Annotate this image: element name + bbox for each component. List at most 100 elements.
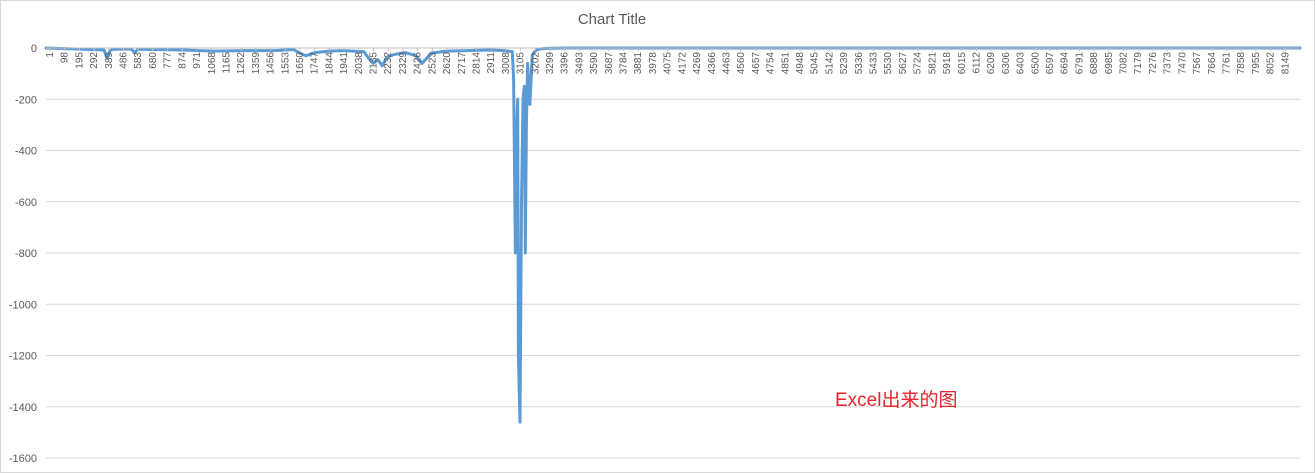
x-tick-label: 5336	[854, 52, 865, 75]
x-tick-label: 8052	[1266, 52, 1277, 75]
x-tick-label: 7373	[1163, 52, 1174, 75]
x-tick-label: 4269	[692, 52, 703, 75]
y-axis: 0 -200 -400 -600 -800 -1000 -1200 -1400 -1600	[9, 43, 37, 465]
x-tick-label: 5142	[824, 52, 835, 75]
x-tick-label: 3105	[516, 52, 527, 75]
x-tick-label: 2135	[369, 52, 380, 75]
x-tick-label: 7082	[1119, 52, 1130, 75]
x-tick-label: 1747	[310, 52, 321, 75]
x-tick-label: 874	[177, 52, 188, 69]
x-tick-label: 195	[74, 52, 85, 69]
x-tick-label: 971	[192, 52, 203, 69]
x-tick-label: 98	[60, 52, 71, 64]
x-tick-label: 1844	[324, 52, 335, 75]
x-tick-label: 1650	[295, 52, 306, 75]
x-tick-label: 4948	[795, 52, 806, 75]
x-tick-label: 7955	[1251, 52, 1262, 75]
x-tick-label: 2329	[398, 52, 409, 75]
x-tick-label: 6694	[1060, 52, 1071, 75]
x-tick-label: 5045	[810, 52, 821, 75]
x-tick-label: 4172	[677, 52, 688, 75]
x-tick-label: 1941	[339, 52, 350, 75]
x-tick-label: 1553	[280, 52, 291, 75]
series-line-0	[44, 46, 1302, 424]
x-tick-label: 6791	[1074, 52, 1085, 75]
x-tick-label: 5821	[927, 52, 938, 75]
x-tick-label: 2814	[471, 52, 482, 75]
x-tick-label: 5918	[942, 52, 953, 75]
x-tick-label: 777	[163, 52, 174, 69]
x-tick-label: 3881	[633, 52, 644, 75]
x-tick-label: 4657	[751, 52, 762, 75]
x-tick-label: 4851	[780, 52, 791, 75]
x-axis: 1 98 195 292 389 486 583 680 777 874 971 1068 1165 12…	[45, 47, 1300, 75]
y-tick-label: -800	[15, 248, 37, 260]
x-tick-label: 4075	[663, 52, 674, 75]
x-tick-label: 292	[89, 52, 100, 69]
x-tick-label: 1	[45, 52, 56, 58]
x-tick-label: 1359	[251, 52, 262, 75]
x-tick-label: 2523	[427, 52, 438, 75]
chart-title: Chart Title	[578, 11, 646, 28]
x-tick-label: 7664	[1207, 52, 1218, 75]
x-tick-label: 5627	[898, 52, 909, 75]
x-tick-label: 583	[133, 52, 144, 69]
x-tick-label: 1262	[236, 52, 247, 75]
x-tick-label: 4366	[707, 52, 718, 75]
y-tick-label: -600	[15, 197, 37, 209]
x-tick-label: 3784	[619, 52, 630, 75]
x-tick-label: 5433	[869, 52, 880, 75]
x-tick-label: 3396	[560, 52, 571, 75]
x-tick-label: 5530	[883, 52, 894, 75]
y-tick-label: -1000	[9, 299, 37, 311]
x-tick-label: 7858	[1236, 52, 1247, 75]
y-tick-label: -1400	[9, 402, 37, 414]
x-tick-label: 680	[148, 52, 159, 69]
x-tick-label: 6015	[957, 52, 968, 75]
x-tick-label: 6888	[1089, 52, 1100, 75]
x-tick-label: 3978	[648, 52, 659, 75]
x-tick-label: 486	[119, 52, 130, 69]
x-tick-label: 2038	[354, 52, 365, 75]
x-tick-label: 7470	[1177, 52, 1188, 75]
x-tick-label: 7276	[1148, 52, 1159, 75]
x-tick-label: 6306	[1001, 52, 1012, 75]
y-tick-label: -400	[15, 146, 37, 158]
x-tick-label: 3493	[574, 52, 585, 75]
x-tick-label: 6985	[1104, 52, 1115, 75]
y-tick-label: -200	[15, 94, 37, 106]
x-tick-label: 1068	[207, 52, 218, 75]
x-tick-label: 7761	[1221, 52, 1232, 75]
x-tick-label: 7567	[1192, 52, 1203, 75]
x-tick-label: 4754	[766, 52, 777, 75]
x-tick-label: 6403	[1016, 52, 1027, 75]
annotation-excel: Excel出来的图	[835, 389, 957, 411]
x-tick-label: 1456	[266, 52, 277, 75]
x-tick-label: 8149	[1280, 52, 1291, 75]
y-tick-label: 0	[31, 43, 37, 55]
x-tick-label: 6209	[986, 52, 997, 75]
x-tick-label: 4560	[736, 52, 747, 75]
gridlines	[46, 98, 1300, 459]
x-tick-label: 7179	[1133, 52, 1144, 75]
x-tick-label: 3687	[604, 52, 615, 75]
x-tick-label: 6597	[1045, 52, 1056, 75]
series-group	[44, 46, 1302, 424]
x-tick-label: 1165	[221, 52, 232, 74]
x-tick-label: 3202	[530, 52, 541, 75]
x-tick-label: 2232	[383, 52, 394, 75]
x-tick-label: 2911	[486, 52, 497, 74]
y-tick-label: -1600	[9, 453, 37, 465]
x-tick-label: 2426	[413, 52, 424, 75]
x-tick-label: 5239	[839, 52, 850, 75]
x-tick-label: 3299	[545, 52, 556, 75]
x-tick-label: 2717	[457, 52, 468, 75]
y-tick-label: -1200	[9, 351, 37, 363]
x-tick-label: 389	[104, 52, 115, 69]
x-tick-label: 3590	[589, 52, 600, 75]
x-tick-label: 5724	[913, 52, 924, 75]
x-tick-label: 6112	[971, 52, 982, 74]
x-tick-label: 6500	[1030, 52, 1041, 75]
